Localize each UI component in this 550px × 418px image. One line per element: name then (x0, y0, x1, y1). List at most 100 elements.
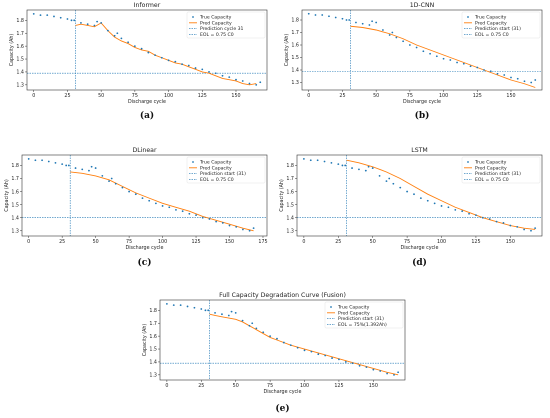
true-capacity-point (200, 308, 203, 310)
true-capacity-point (221, 222, 224, 224)
true-capacity-point (399, 186, 402, 189)
x-tick-label: 75 (407, 93, 413, 99)
x-tick-label: 50 (370, 239, 376, 245)
true-capacity-point (449, 59, 452, 61)
true-capacity-point (61, 163, 64, 166)
true-capacity-point (365, 366, 368, 368)
legend-entry: True Capacity (337, 305, 370, 311)
x-tick-label: 125 (473, 93, 482, 99)
y-axis-label: Capacity (Ah) (142, 324, 148, 357)
true-capacity-point (120, 37, 123, 40)
true-capacity-point (406, 190, 409, 193)
legend-entry: True Capacity (199, 160, 232, 166)
true-capacity-point (391, 31, 394, 34)
true-capacity-point (248, 324, 251, 327)
panel-caption: (a) (140, 110, 154, 121)
true-capacity-point (386, 372, 389, 375)
true-capacity-point (168, 206, 171, 209)
true-capacity-point (397, 371, 400, 374)
true-capacity-point (402, 40, 405, 43)
true-capacity-point (419, 197, 422, 200)
true-capacity-point (330, 161, 333, 164)
true-capacity-point (503, 74, 506, 76)
legend-entry: Prediction start (31) (475, 26, 521, 32)
legend-entry: EOL = 0.75 C0 (475, 177, 509, 183)
true-capacity-point (364, 169, 367, 172)
x-tick-label: 50 (93, 239, 99, 245)
pred-capacity-line (350, 25, 536, 88)
true-capacity-point (194, 67, 197, 69)
x-tick-label: 25 (339, 93, 345, 99)
legend-entry: Pred Capacity (475, 20, 507, 26)
true-capacity-point (215, 220, 218, 223)
y-tick-label: 1.5 (286, 202, 294, 208)
panel-0: Informer 0 25 50 75 100 125 150 1.3 1.4 1.5 1.6 1.7 1… (9, 2, 268, 121)
true-capacity-point (502, 222, 505, 224)
true-capacity-point (53, 15, 55, 18)
y-tick-label: 1.5 (149, 347, 157, 353)
x-tick-label: 0 (302, 239, 305, 245)
x-tick-label: 0 (165, 383, 168, 389)
true-capacity-point (475, 214, 477, 216)
true-capacity-point (415, 46, 418, 49)
true-capacity-point (106, 29, 109, 32)
x-axis-label: Discharge cycle (128, 99, 166, 105)
true-capacity-point (121, 186, 124, 189)
true-capacity-point (208, 71, 210, 73)
legend-entry: Prediction start (31) (475, 171, 521, 177)
y-axis-label: Capacity (Ah) (9, 34, 15, 67)
x-tick-label: 75 (126, 239, 132, 245)
y-tick-label: 1.6 (11, 189, 19, 195)
panel-4: Full Capacity Degradation Curve (Fusion)… (142, 292, 406, 414)
true-capacity-point (207, 309, 210, 312)
true-capacity-point (100, 22, 103, 24)
true-capacity-point (495, 220, 498, 223)
legend-entry: Prediction cycle 31 (200, 26, 244, 32)
true-capacity-point (67, 164, 70, 167)
true-capacity-point (395, 36, 398, 39)
true-capacity-point (433, 202, 436, 205)
true-capacity-point (241, 80, 244, 82)
true-capacity-point (262, 331, 265, 334)
true-capacity-point (221, 74, 224, 77)
y-tick-label: 1.6 (149, 334, 157, 340)
true-capacity-point (454, 208, 457, 211)
true-capacity-point (303, 349, 306, 352)
true-capacity-point (228, 224, 231, 227)
panel-caption: (b) (415, 110, 430, 121)
legend-entry: EOL = 75%(1.392Ah) (338, 322, 387, 328)
true-capacity-point (371, 20, 374, 23)
x-tick-label: 125 (334, 383, 343, 389)
true-capacity-point (456, 61, 458, 64)
true-capacity-point (101, 175, 104, 177)
true-capacity-point (116, 32, 119, 35)
true-capacity-point (161, 205, 164, 207)
true-capacity-point (302, 158, 305, 160)
true-capacity-point (230, 310, 233, 313)
y-tick-label: 1.3 (16, 83, 24, 89)
y-tick-label: 1.3 (286, 228, 294, 234)
true-capacity-point (186, 305, 189, 308)
legend-entry: Pred Capacity (200, 20, 232, 26)
true-capacity-point (481, 216, 484, 219)
x-tick-label: 150 (506, 239, 515, 245)
true-capacity-point (371, 167, 374, 169)
chart-title: Full Capacity Degradation Curve (Fusion) (219, 292, 346, 299)
x-tick-label: 100 (439, 93, 448, 99)
true-capacity-point (165, 302, 168, 305)
legend-entry: Pred Capacity (338, 310, 370, 316)
chart-title: LSTM (411, 147, 428, 154)
true-capacity-point (344, 164, 347, 167)
x-tick-label: 75 (267, 383, 273, 389)
true-capacity-point (172, 304, 175, 307)
true-capacity-point (41, 159, 43, 162)
true-capacity-point (140, 47, 143, 50)
y-tick-label: 1.4 (291, 68, 299, 74)
chart-title: DLinear (133, 147, 157, 154)
y-axis-label: Capacity (Ah) (284, 34, 290, 67)
true-capacity-point (317, 353, 320, 356)
panel-2: DLinear 0 25 50 75 100 125 150 175 1.3 1.4 1.5 1.6 1.… (4, 147, 268, 268)
true-capacity-point (328, 15, 330, 18)
true-capacity-point (413, 193, 415, 196)
